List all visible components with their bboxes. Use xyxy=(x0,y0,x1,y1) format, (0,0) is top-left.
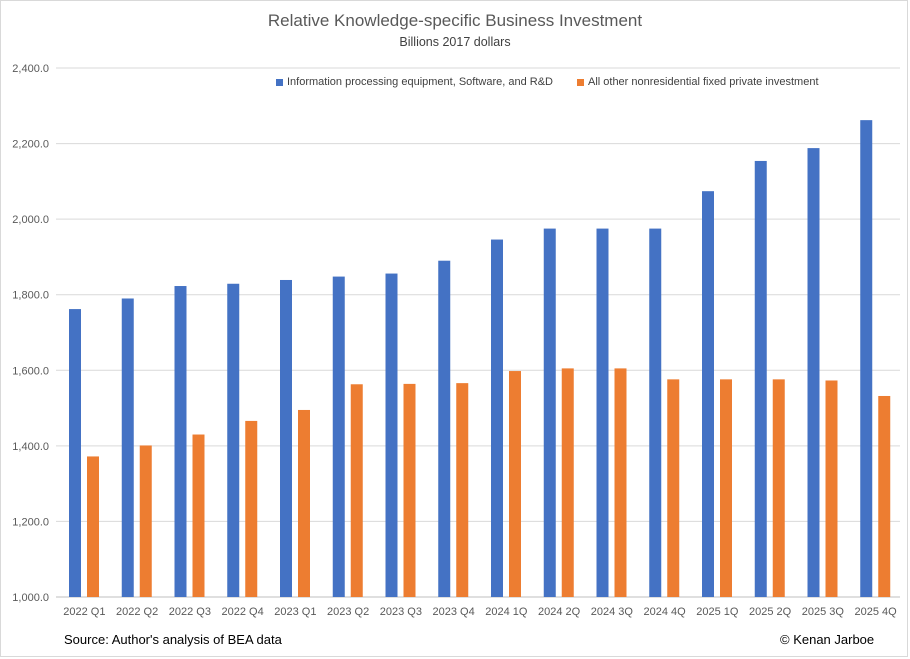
legend-item-series-1: Information processing equipment, Softwa… xyxy=(276,76,553,88)
bar-series-1 xyxy=(69,309,81,597)
bar-series-1 xyxy=(807,148,820,597)
x-tick-label: 2024 4Q xyxy=(644,606,687,618)
bar-series-2 xyxy=(614,368,627,597)
y-tick-label: 1,400.0 xyxy=(12,441,49,453)
bar-series-1 xyxy=(438,260,451,597)
bar-series-1 xyxy=(596,228,609,597)
bar-series-1 xyxy=(543,228,556,597)
bar-series-2 xyxy=(87,456,99,597)
bar-series-1 xyxy=(227,283,240,597)
y-tick-label: 1,600.0 xyxy=(12,365,49,377)
bar-series-2 xyxy=(772,379,785,597)
source-note: Source: Author's analysis of BEA data xyxy=(64,632,282,647)
bar-series-1 xyxy=(754,160,767,597)
bar-series-1 xyxy=(385,273,398,597)
x-tick-label: 2025 2Q xyxy=(749,606,792,618)
x-tick-label: 2022 Q2 xyxy=(116,606,158,618)
bar-series-2 xyxy=(139,445,152,597)
bar-series-1 xyxy=(174,286,187,597)
x-tick-label: 2025 3Q xyxy=(802,606,845,618)
legend-item-series-2: All other nonresidential fixed private i… xyxy=(576,76,819,88)
bar-series-2 xyxy=(245,420,258,597)
bar-series-1 xyxy=(332,276,345,597)
y-tick-label: 2,200.0 xyxy=(12,139,49,151)
x-tick-label: 2023 Q4 xyxy=(433,606,475,618)
x-tick-label: 2022 Q1 xyxy=(63,606,105,618)
bar-series-2 xyxy=(720,379,732,597)
y-tick-label: 2,400.0 xyxy=(12,63,49,75)
bar-series-2 xyxy=(667,379,680,597)
x-tick-label: 2022 Q3 xyxy=(169,606,211,618)
bar-series-1 xyxy=(649,228,662,597)
chart-legend: Information processing equipment, Softwa… xyxy=(276,76,819,88)
x-tick-label: 2024 1Q xyxy=(485,606,528,618)
bar-series-2 xyxy=(509,371,521,597)
x-tick-label: 2023 Q3 xyxy=(380,606,422,618)
bar-series-1 xyxy=(491,239,503,597)
x-tick-label: 2024 3Q xyxy=(591,606,634,618)
chart-subtitle: Billions 2017 dollars xyxy=(399,35,511,49)
bar-series-2 xyxy=(298,409,310,597)
x-tick-label: 2023 Q1 xyxy=(274,606,316,618)
bar-series-2 xyxy=(561,368,574,597)
bar-series-1 xyxy=(702,191,714,597)
y-tick-label: 2,000.0 xyxy=(12,214,49,226)
legend-swatch-blue xyxy=(276,78,283,86)
x-tick-label: 2025 1Q xyxy=(696,606,739,618)
bar-series-2 xyxy=(825,380,838,597)
x-tick-label: 2022 Q4 xyxy=(222,606,264,618)
x-tick-label: 2024 2Q xyxy=(538,606,581,618)
bar-series-2 xyxy=(456,383,469,597)
bar-series-2 xyxy=(350,384,363,597)
bar-series-1 xyxy=(860,120,873,597)
x-tick-label: 2025 4Q xyxy=(855,606,898,618)
y-tick-label: 1,000.0 xyxy=(12,592,49,604)
bar-series-1 xyxy=(121,298,134,597)
legend-swatch-orange xyxy=(576,78,584,86)
bar-series-2 xyxy=(192,434,205,597)
chart-title: Relative Knowledge-specific Business Inv… xyxy=(267,11,643,30)
bar-series-2 xyxy=(403,383,416,597)
legend-label-series-2: All other nonresidential fixed private i… xyxy=(587,76,819,88)
y-tick-label: 1,800.0 xyxy=(12,290,49,302)
legend-label-series-1: Information processing equipment, Softwa… xyxy=(287,76,553,88)
bar-series-1 xyxy=(280,279,292,597)
bar-series-2 xyxy=(878,395,891,597)
y-tick-label: 1,200.0 xyxy=(12,516,49,528)
x-tick-label: 2023 Q2 xyxy=(327,606,369,618)
copyright-note: © Kenan Jarboe xyxy=(780,632,875,647)
